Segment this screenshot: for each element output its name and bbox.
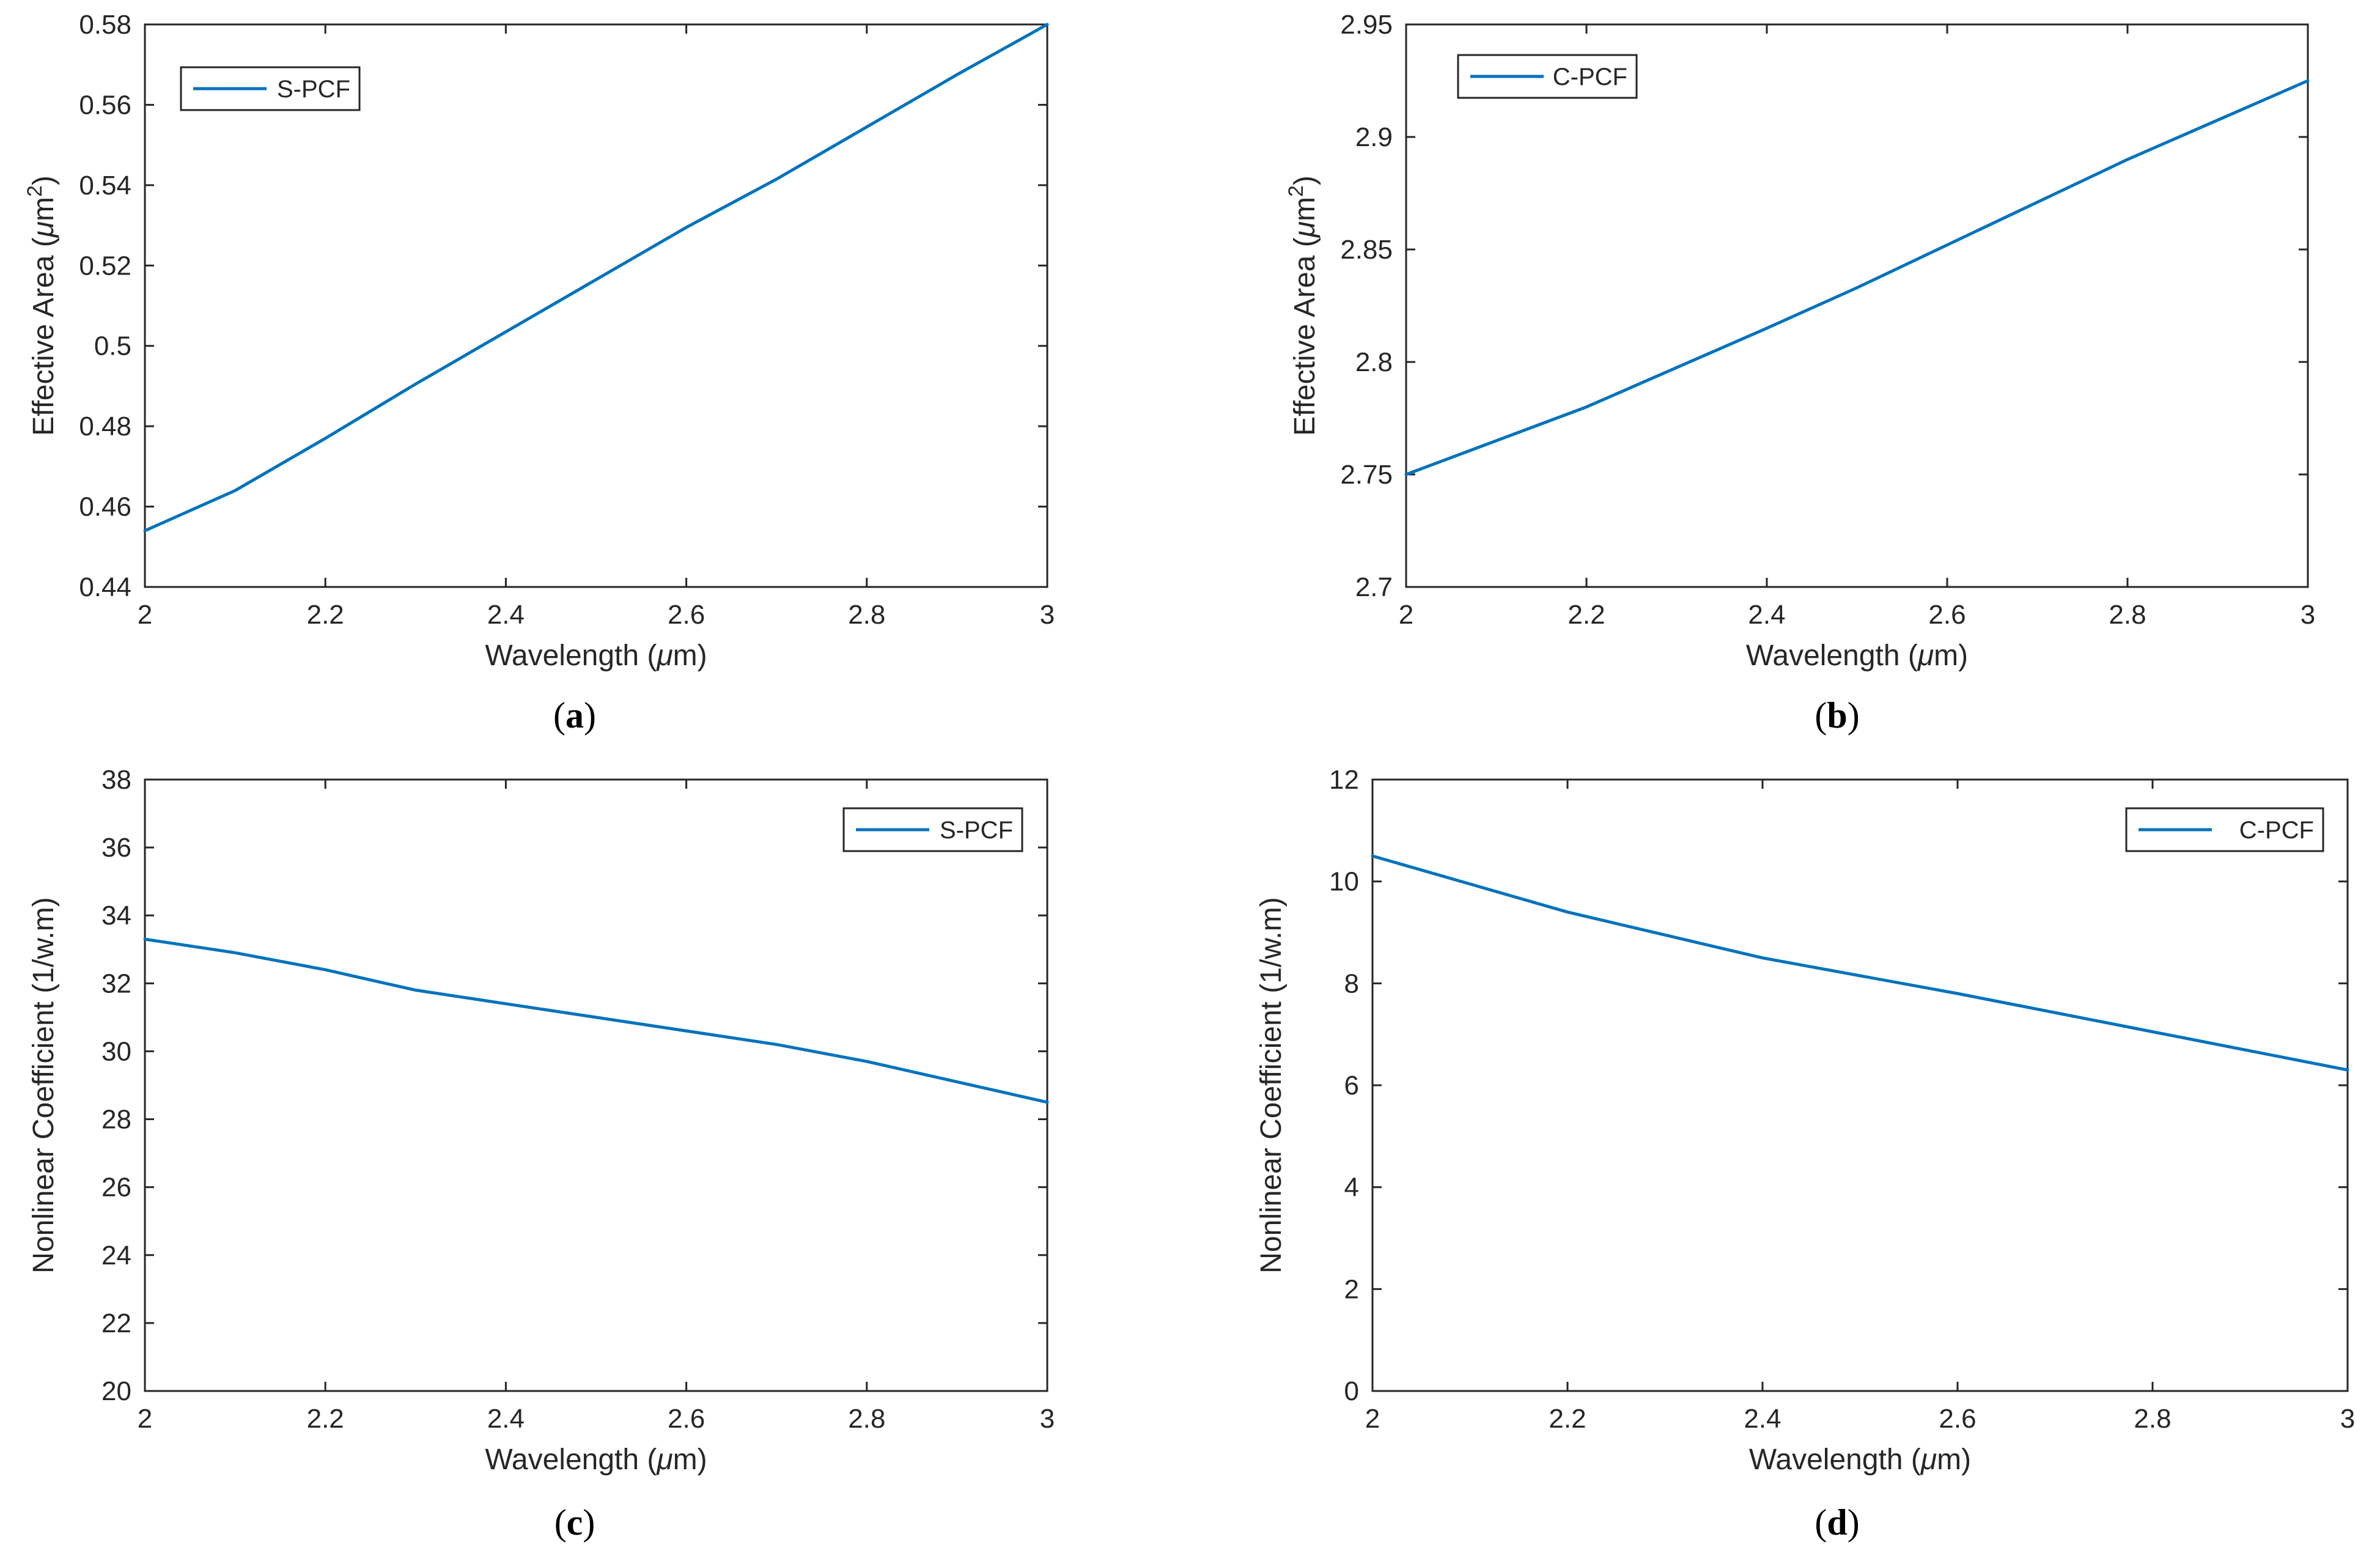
- legend-label: S-PCF: [940, 817, 1013, 844]
- series-line-c-pcf: [1371, 854, 2349, 1072]
- y-tick-label: 34: [101, 901, 131, 931]
- y-axis-label: Effective Area (μm2): [23, 175, 60, 436]
- y-tick-label: 24: [101, 1241, 131, 1271]
- y-tick-label: 2.95: [1340, 10, 1393, 40]
- panel-caption: (d): [1814, 1502, 1859, 1543]
- chart-panel-b: 2 2.2 2.4 2.6 2.8 3 2.7 2.75 2.8 2.85 2.9 2.95 Wavel…: [1284, 10, 2315, 736]
- x-tick-label: 2.6: [668, 1404, 705, 1434]
- y-tick-label: 8: [1344, 968, 1359, 998]
- panel-caption-letter: d: [1827, 1502, 1847, 1543]
- y-tick-label: 2.8: [1355, 347, 1393, 377]
- y-axis-label: Nonlinear Coefficient (1/w.m): [28, 897, 60, 1273]
- panel-caption: (c): [554, 1502, 595, 1543]
- panel-caption-letter: b: [1827, 695, 1847, 736]
- x-tick-label: 2: [138, 600, 152, 630]
- plot-area: [1405, 23, 2309, 588]
- x-tick-label: 2.2: [1549, 1404, 1586, 1434]
- x-tick-label: 2.4: [1748, 600, 1785, 630]
- y-tick-label: 2.7: [1355, 572, 1393, 602]
- plot-area: [144, 23, 1048, 588]
- y-tick-label: 2.85: [1340, 235, 1393, 265]
- y-tick-label: 32: [101, 968, 131, 998]
- y-tick-label: 22: [101, 1308, 131, 1338]
- x-tick-label: 2: [138, 1404, 152, 1434]
- panel-caption-letter: c: [567, 1502, 583, 1543]
- y-tick-label: 0.54: [79, 171, 131, 201]
- legend: C-PCF: [2125, 807, 2324, 852]
- chart-panel-a: 2 2.2 2.4 2.6 2.8 3 0.44 0.46 0.48 0.5 0.52 0.54 0.5…: [23, 10, 1055, 736]
- x-tick-label: 2.2: [1568, 600, 1605, 630]
- x-tick-label: 2: [1399, 600, 1413, 630]
- y-tick-label: 2.9: [1355, 122, 1393, 152]
- y-tick-label: 12: [1329, 765, 1359, 795]
- x-tick-label: 2.8: [2109, 600, 2146, 630]
- y-axis-label: Nonlinear Coefficient (1/w.m): [1255, 897, 1288, 1273]
- x-tick-label: 2.4: [487, 600, 525, 630]
- y-tick-label: 0.52: [79, 251, 131, 281]
- y-tick-label: 10: [1329, 867, 1359, 897]
- x-tick-label: 2.8: [2134, 1404, 2171, 1434]
- y-axis-label: Effective Area (μm2): [1284, 175, 1321, 436]
- legend: C-PCF: [1457, 54, 1638, 99]
- x-axis-label: Wavelength (μm): [1749, 1444, 1971, 1476]
- x-axis-label: Wavelength (μm): [485, 640, 707, 672]
- x-tick-label: 2.6: [1928, 600, 1966, 630]
- x-tick-label: 2.8: [848, 600, 885, 630]
- legend: S-PCF: [842, 807, 1023, 852]
- y-tick-label: 0.46: [79, 492, 131, 522]
- x-tick-label: 2.8: [848, 1404, 885, 1434]
- y-tick-label: 38: [101, 765, 131, 795]
- x-tick-label: 2.4: [487, 1404, 525, 1434]
- y-tick-label: 2.75: [1340, 460, 1393, 490]
- y-tick-label: 26: [101, 1173, 131, 1203]
- x-tick-label: 2.2: [307, 1404, 344, 1434]
- y-tick-label: 0.48: [79, 411, 131, 441]
- panel-caption: (a): [553, 695, 596, 736]
- series-line-s-pcf: [143, 937, 1049, 1104]
- x-tick-label: 2.4: [1744, 1404, 1781, 1434]
- legend-label: C-PCF: [2239, 817, 2314, 844]
- y-tick-label: 0: [1344, 1376, 1359, 1406]
- x-tick-label: 3: [2301, 600, 2315, 630]
- y-tick-label: 0.58: [79, 10, 131, 40]
- legend: S-PCF: [180, 66, 361, 111]
- y-tick-label: 36: [101, 833, 131, 863]
- y-tick-label: 0.44: [79, 572, 131, 602]
- y-tick-label: 28: [101, 1105, 131, 1135]
- panel-caption-letter: a: [566, 695, 584, 736]
- x-axis-label: Wavelength (μm): [485, 1444, 707, 1476]
- y-tick-label: 20: [101, 1376, 131, 1406]
- x-tick-label: 2: [1365, 1404, 1380, 1434]
- y-tick-label: 0.56: [79, 90, 131, 120]
- plot-area: [1371, 778, 2349, 1392]
- series-line-c-pcf: [1404, 79, 2310, 476]
- y-tick-label: 0.5: [94, 331, 131, 361]
- panel-caption: (b): [1814, 695, 1859, 736]
- x-tick-label: 2.6: [1939, 1404, 1976, 1434]
- y-tick-label: 30: [101, 1036, 131, 1066]
- y-tick-label: 6: [1344, 1071, 1359, 1101]
- x-tick-label: 3: [1040, 600, 1055, 630]
- x-tick-label: 3: [2340, 1404, 2355, 1434]
- legend-label: S-PCF: [277, 76, 350, 103]
- x-axis-label: Wavelength (μm): [1746, 640, 1968, 672]
- y-tick-label: 2: [1344, 1274, 1359, 1304]
- plot-area: [144, 778, 1048, 1392]
- y-tick-label: 4: [1344, 1173, 1359, 1203]
- series-line-s-pcf: [143, 23, 1049, 533]
- chart-panel-c: 2 2.2 2.4 2.6 2.8 3 20 22 24 26 28 30 32 34 36 38 Wavele…: [28, 765, 1055, 1543]
- x-tick-label: 2.2: [307, 600, 344, 630]
- x-tick-label: 3: [1040, 1404, 1055, 1434]
- x-tick-label: 2.6: [668, 600, 705, 630]
- legend-label: C-PCF: [1553, 64, 1627, 90]
